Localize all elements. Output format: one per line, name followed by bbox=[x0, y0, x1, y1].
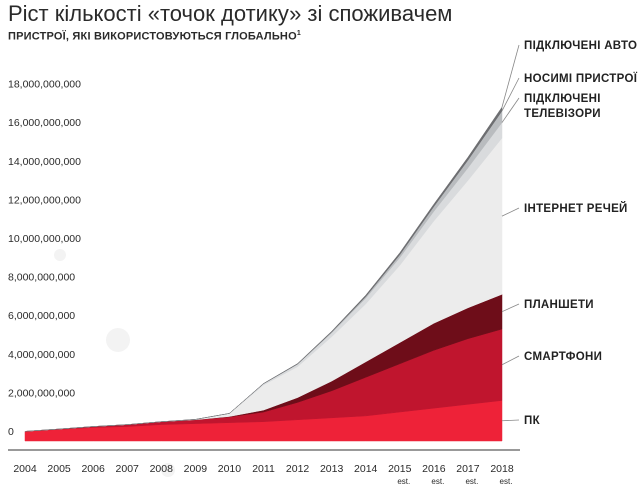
x-tick-label: 2010 bbox=[218, 463, 242, 475]
legend: ПІДКЛЮЧЕНІ АВТО НОСИМІ ПРИСТРОЇ ПІДКЛЮЧЕНІ… bbox=[524, 40, 638, 427]
legend-label: НОСИМІ ПРИСТРОЇ bbox=[524, 72, 638, 85]
legend-item-4: ПЛАНШЕТИ bbox=[524, 299, 594, 311]
legend-label: СМАРТФОНИ bbox=[524, 351, 602, 363]
legend-item-3: ІНТЕРНЕТ РЕЧЕЙ bbox=[524, 202, 628, 215]
x-tick-note: est. bbox=[465, 477, 478, 486]
y-tick-label: 10,000,000,000 bbox=[8, 233, 81, 245]
legend-item-0: ПІДКЛЮЧЕНІ АВТО bbox=[524, 40, 637, 52]
legend-item-2: ПІДКЛЮЧЕНІ ТЕЛЕВІЗОРИ bbox=[524, 93, 601, 120]
x-tick-label: 2016 bbox=[422, 463, 446, 475]
y-tick-label: 8,000,000,000 bbox=[8, 272, 75, 284]
leader-line-4 bbox=[501, 303, 520, 313]
leader-line-3 bbox=[501, 207, 520, 217]
x-tick-label: 2011 bbox=[252, 463, 275, 475]
legend-item-6: ПК bbox=[524, 415, 541, 427]
legend-item-1: НОСИМІ ПРИСТРОЇ bbox=[524, 72, 638, 85]
area-series-group bbox=[24, 106, 503, 442]
leader-line-2 bbox=[501, 97, 520, 123]
bubble-decor-3 bbox=[161, 463, 175, 477]
chart-title: Ріст кількості «точок дотику» зі спожива… bbox=[8, 1, 453, 26]
leader-line-5 bbox=[501, 355, 520, 366]
x-tick-label: 2007 bbox=[116, 463, 140, 475]
x-tick-label: 2009 bbox=[184, 463, 208, 475]
y-tick-label: 6,000,000,000 bbox=[8, 310, 75, 322]
area-series-6 bbox=[24, 106, 503, 432]
y-tick-label: 16,000,000,000 bbox=[8, 117, 81, 129]
y-tick-label: 4,000,000,000 bbox=[8, 349, 75, 361]
x-tick-label: 2017 bbox=[456, 463, 480, 475]
legend-label: ІНТЕРНЕТ РЕЧЕЙ bbox=[524, 202, 628, 215]
bubble-decor-0 bbox=[106, 328, 130, 352]
x-tick-label: 2004 bbox=[13, 463, 37, 475]
y-tick-label: 18,000,000,000 bbox=[8, 79, 81, 91]
y-tick-label: 14,000,000,000 bbox=[8, 156, 81, 168]
legend-leader-lines bbox=[501, 44, 520, 422]
x-axis: 2004 2005 2006 2007 2008 2009 2010 2011 2012 2013… bbox=[8, 449, 520, 486]
x-tick-label: 2012 bbox=[286, 463, 310, 475]
y-axis: 0 2,000,000,000 4,000,000,000 6,000,000,000… bbox=[8, 79, 81, 438]
x-tick-note: est. bbox=[431, 477, 444, 486]
y-tick-label: 0 bbox=[8, 426, 14, 438]
legend-label: ТЕЛЕВІЗОРИ bbox=[524, 108, 601, 120]
y-tick-label: 12,000,000,000 bbox=[8, 194, 81, 206]
x-tick-note: est. bbox=[500, 477, 513, 486]
legend-label: ПЛАНШЕТИ bbox=[524, 299, 594, 311]
x-tick-label: 2008 bbox=[150, 463, 174, 475]
bubble-decor-4 bbox=[54, 249, 66, 261]
x-tick-label: 2013 bbox=[320, 463, 344, 475]
x-tick-label: 2015 bbox=[388, 463, 412, 475]
x-tick-label: 2018 bbox=[490, 463, 514, 475]
legend-label: ПК bbox=[524, 415, 541, 427]
subtitle-text: ПРИСТРОЇ, ЯКІ ВИКОРИСТОВУЮТЬСЯ ГЛОБАЛЬНО bbox=[8, 30, 297, 43]
leader-line-0 bbox=[501, 44, 520, 108]
legend-label: ПІДКЛЮЧЕНІ АВТО bbox=[524, 40, 637, 52]
legend-item-5: СМАРТФОНИ bbox=[524, 351, 602, 363]
legend-label: ПІДКЛЮЧЕНІ bbox=[524, 93, 601, 105]
leader-line-1 bbox=[501, 77, 520, 112]
x-tick-label: 2006 bbox=[81, 463, 105, 475]
x-tick-note: est. bbox=[397, 477, 410, 486]
leader-line-6 bbox=[501, 419, 520, 422]
y-tick-label: 2,000,000,000 bbox=[8, 387, 75, 399]
x-tick-label: 2005 bbox=[47, 463, 71, 475]
subtitle-footnote: 1 bbox=[296, 30, 301, 37]
x-tick-label: 2014 bbox=[354, 463, 378, 475]
chart-subtitle: ПРИСТРОЇ, ЯКІ ВИКОРИСТОВУЮТЬСЯ ГЛОБАЛЬНО… bbox=[8, 30, 301, 43]
